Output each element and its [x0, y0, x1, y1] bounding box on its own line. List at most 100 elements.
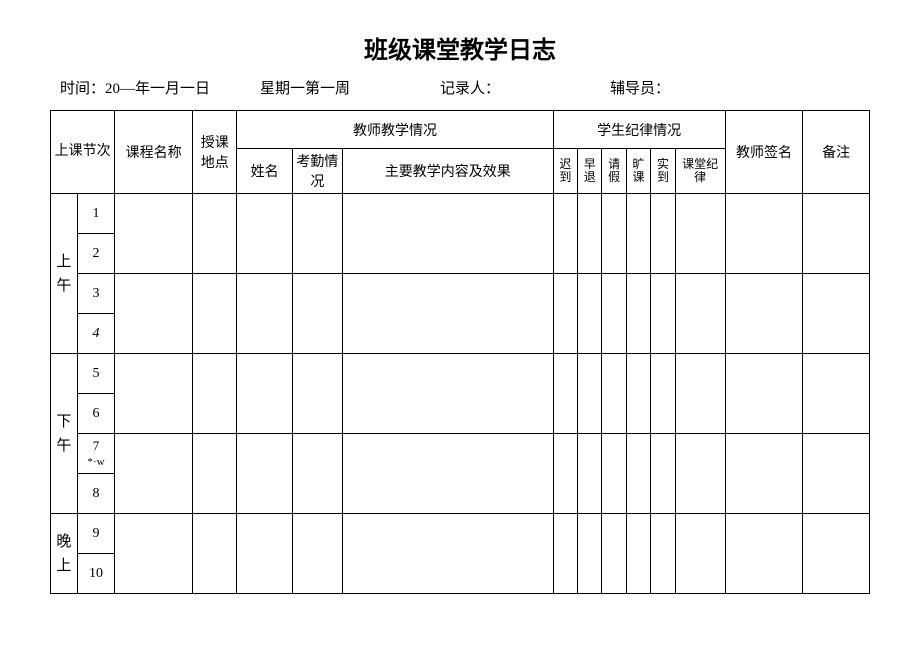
- cell-discipline: [675, 354, 725, 434]
- cell-late: [553, 514, 577, 594]
- cell-discipline: [675, 274, 725, 354]
- cell-actual: [651, 514, 675, 594]
- cell-attendance: [292, 514, 342, 594]
- afternoon-label: 下午: [56, 410, 71, 458]
- cell-discipline: [675, 514, 725, 594]
- cell-name: [237, 194, 292, 274]
- cell-late: [553, 434, 577, 514]
- table-row: 晚上 9: [51, 514, 870, 554]
- block-afternoon: 下午: [51, 354, 78, 514]
- hdr-content: 主要教学内容及效果: [342, 149, 553, 194]
- cell-remarks: [803, 274, 870, 354]
- hdr-course: 课程名称: [115, 111, 193, 194]
- hdr-teacher-sign: 教师签名: [725, 111, 803, 194]
- cell-early: [578, 194, 602, 274]
- cell-attendance: [292, 194, 342, 274]
- cell-content: [342, 354, 553, 434]
- cell-remarks: [803, 514, 870, 594]
- cell-late: [553, 194, 577, 274]
- cell-attendance: [292, 434, 342, 514]
- cell-content: [342, 514, 553, 594]
- cell-course: [115, 194, 193, 274]
- cell-early: [578, 434, 602, 514]
- hdr-absent: 旷课: [626, 149, 650, 194]
- cell-location: [193, 194, 237, 274]
- period-3: 3: [77, 274, 115, 314]
- cell-remarks: [803, 194, 870, 274]
- hdr-early: 早退: [578, 149, 602, 194]
- period-2: 2: [77, 234, 115, 274]
- hdr-leave: 请假: [602, 149, 626, 194]
- hdr-late: 迟到: [553, 149, 577, 194]
- period-4: 4: [77, 314, 115, 354]
- cell-absent: [626, 194, 650, 274]
- hdr-remarks: 备注: [803, 111, 870, 194]
- cell-leave: [602, 274, 626, 354]
- cell-course: [115, 434, 193, 514]
- hdr-teacher-section: 教师教学情况: [237, 111, 553, 149]
- cell-location: [193, 514, 237, 594]
- cell-sign: [725, 434, 803, 514]
- header-row-1: 上课节次 课程名称 授课地点 教师教学情况 学生纪律情况 教师签名 备注: [51, 111, 870, 149]
- cell-late: [553, 354, 577, 434]
- cell-leave: [602, 194, 626, 274]
- hdr-actual: 实到: [651, 149, 675, 194]
- cell-sign: [725, 194, 803, 274]
- period-10: 10: [77, 554, 115, 594]
- table-row: 下午 5: [51, 354, 870, 394]
- table-row: 7 *·w: [51, 434, 870, 474]
- cell-actual: [651, 434, 675, 514]
- hdr-attendance: 考勤情况: [292, 149, 342, 194]
- cell-leave: [602, 434, 626, 514]
- cell-discipline: [675, 194, 725, 274]
- cell-discipline: [675, 434, 725, 514]
- cell-absent: [626, 354, 650, 434]
- page-title: 班级课堂教学日志: [50, 30, 870, 65]
- cell-early: [578, 274, 602, 354]
- meta-recorder: 记录人：: [440, 77, 610, 98]
- p7-note: *·w: [87, 456, 104, 468]
- meta-weekday: 星期一第一周: [260, 77, 440, 98]
- p7-num: 7: [93, 438, 100, 453]
- cell-name: [237, 434, 292, 514]
- cell-leave: [602, 354, 626, 434]
- table-row: 3: [51, 274, 870, 314]
- cell-location: [193, 354, 237, 434]
- log-table: 上课节次 课程名称 授课地点 教师教学情况 学生纪律情况 教师签名 备注 姓名 …: [50, 110, 870, 594]
- cell-course: [115, 274, 193, 354]
- hdr-period: 上课节次: [51, 111, 115, 194]
- cell-remarks: [803, 354, 870, 434]
- hdr-class-discipline: 课堂纪律: [675, 149, 725, 194]
- cell-content: [342, 274, 553, 354]
- cell-location: [193, 274, 237, 354]
- time-value: 20—年一月一日: [105, 81, 210, 97]
- cell-name: [237, 354, 292, 434]
- block-morning: 上午: [51, 194, 78, 354]
- cell-sign: [725, 354, 803, 434]
- cell-actual: [651, 354, 675, 434]
- cell-name: [237, 274, 292, 354]
- morning-label: 上午: [56, 250, 71, 298]
- meta-counselor: 辅导员：: [610, 77, 740, 98]
- hdr-discipline-section: 学生纪律情况: [553, 111, 725, 149]
- table-row: 上午 1: [51, 194, 870, 234]
- cell-content: [342, 194, 553, 274]
- cell-absent: [626, 514, 650, 594]
- cell-early: [578, 354, 602, 434]
- cell-attendance: [292, 274, 342, 354]
- cell-location: [193, 434, 237, 514]
- cell-course: [115, 354, 193, 434]
- cell-early: [578, 514, 602, 594]
- cell-name: [237, 514, 292, 594]
- period-7: 7 *·w: [77, 434, 115, 474]
- period-6: 6: [77, 394, 115, 434]
- evening-label: 晚上: [56, 530, 71, 578]
- cell-leave: [602, 514, 626, 594]
- cell-attendance: [292, 354, 342, 434]
- period-5: 5: [77, 354, 115, 394]
- period-8: 8: [77, 474, 115, 514]
- cell-content: [342, 434, 553, 514]
- cell-sign: [725, 274, 803, 354]
- period-9: 9: [77, 514, 115, 554]
- hdr-location: 授课地点: [193, 111, 237, 194]
